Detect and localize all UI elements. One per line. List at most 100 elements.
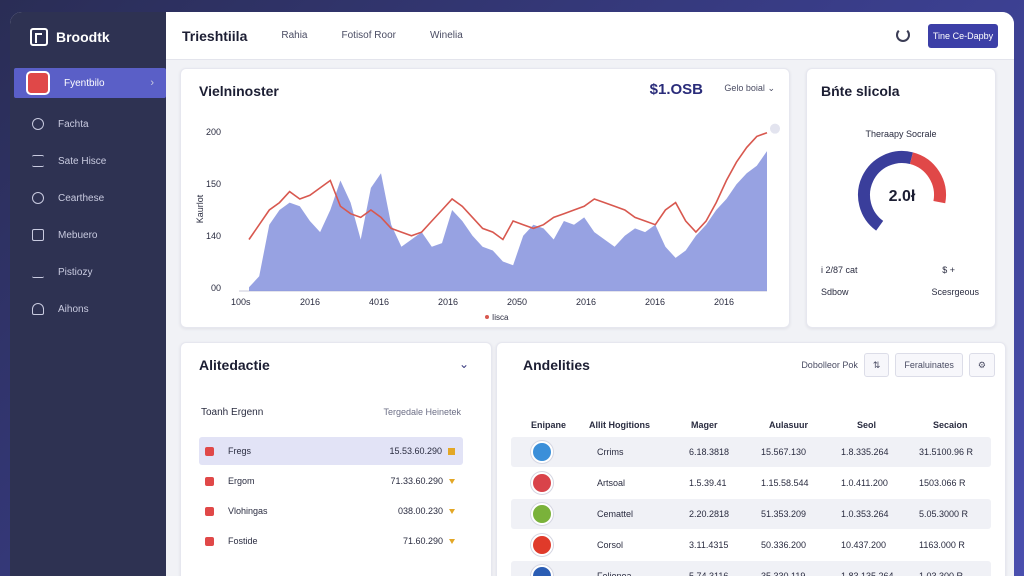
gear-icon: ⚙: [977, 359, 986, 370]
app-window: Broodtk Fyentbilo › Fachta Sate Hisce Ce…: [10, 12, 1014, 576]
allocation-header-right: Tergedale Heinetek: [383, 407, 461, 417]
allocation-card: Alitedactie ⌄ Toanh Ergenn Tergedale Hei…: [180, 342, 492, 576]
caret-down-icon: [449, 538, 455, 544]
page-title: Trieshtiila: [182, 27, 248, 44]
sidebar-item-label: Mebuero: [58, 229, 98, 241]
series-end-marker: [770, 123, 780, 134]
x-tick-label: 2016: [300, 297, 320, 307]
caret-down-icon: [449, 508, 455, 514]
sidebar-item[interactable]: Sate Hisce: [10, 143, 166, 179]
list-icon: [32, 155, 44, 167]
row-secaion: 1163.000 R: [919, 540, 965, 550]
inbox-icon: [32, 229, 44, 241]
x-tick-label: 100s: [231, 297, 251, 307]
y-tick-label: 200: [206, 127, 221, 137]
circle-icon: [32, 192, 44, 204]
y-tick-label: 00: [211, 283, 221, 293]
chevron-down-icon[interactable]: ⌄: [458, 357, 469, 371]
row-secaion: 5.05.3000 R: [919, 509, 969, 519]
app-icon: [26, 71, 50, 95]
filter-button[interactable]: Feraluinates: [895, 353, 963, 377]
item-value: 038.00.230: [397, 506, 443, 516]
chart-metric: $1.OSB: [649, 81, 703, 98]
brand[interactable]: Broodtk: [30, 28, 110, 46]
column-header[interactable]: Secaion: [933, 420, 968, 430]
sidebar-item[interactable]: Mebuero: [10, 217, 166, 253]
allocation-header: Toanh Ergenn Tergedale Heinetek: [201, 407, 461, 418]
row-aulasuur: 15.567.130: [761, 447, 807, 457]
sidebar-item-label: Pistiozy: [58, 266, 93, 278]
sidebar-item-active[interactable]: Fyentbilo ›: [14, 68, 166, 98]
activities-toolbar: Dobolleor Pok ⇅ Feraluinates ⚙: [801, 353, 995, 377]
primary-action-button[interactable]: Tine Ce-Dapby: [928, 24, 998, 48]
sidebar: Broodtk Fyentbilo › Fachta Sate Hisce Ce…: [10, 12, 166, 576]
logo-icon: [30, 28, 48, 46]
row-mager: 1.5.39.41: [689, 478, 727, 488]
table-row[interactable]: Cemattel 2.20.2818 51.353.209 1.0.353.264 5.…: [511, 499, 991, 529]
sidebar-item-label: Fachta: [58, 118, 89, 130]
area-chart: 200 150 140 00 Kaurlot 100s 2016 4016 2016 2050 20…: [195, 123, 780, 322]
column-header[interactable]: Seol: [857, 420, 877, 430]
row-seol: 10.437.200: [841, 540, 887, 550]
list-item[interactable]: Vlohingas 038.00.230: [199, 497, 463, 525]
row-name: Felionoa: [597, 571, 632, 576]
settings-button[interactable]: ⚙: [968, 353, 995, 377]
row-mager: 2.20.2818: [689, 509, 730, 519]
sidebar-item-label: Aihons: [58, 303, 89, 315]
row-seol: 1.0.353.264: [841, 509, 889, 519]
row-aulasuur: 1.15.58.544: [761, 478, 809, 488]
x-tick-label: 2016: [438, 297, 458, 307]
x-tick-label: 2016: [576, 297, 596, 307]
period-dropdown[interactable]: Gelo boial ⌄: [724, 83, 775, 94]
period-label: Gelo boial: [724, 83, 765, 93]
row-aulasuur: 51.353.209: [761, 509, 807, 519]
sidebar-item[interactable]: Fachta: [10, 106, 166, 142]
sidebar-item-label: Fyentbilo: [64, 77, 105, 89]
table-row[interactable]: Crrims 6.18.3818 15.567.130 1.8.335.264 31.5…: [511, 437, 991, 467]
sidebar-item[interactable]: Aihons: [10, 291, 166, 327]
y-tick-label: 150: [206, 179, 221, 189]
gauge-title: Bńte slicola: [821, 83, 900, 99]
row-name: Cemattel: [597, 509, 634, 519]
item-label: Ergom: [228, 476, 255, 486]
undo-icon: [32, 118, 44, 130]
column-header[interactable]: Allit Hogitions: [589, 420, 650, 430]
sidebar-item[interactable]: Pistiozy: [10, 254, 166, 290]
item-icon: [205, 446, 214, 456]
tool-icon: [32, 266, 44, 278]
column-header[interactable]: Mager: [691, 420, 718, 430]
column-header[interactable]: Aulasuur: [769, 420, 809, 430]
sort-button[interactable]: ⇅: [863, 353, 890, 377]
allocation-title: Alitedactie: [199, 357, 270, 373]
sidebar-nav: Fyentbilo › Fachta Sate Hisce Cearthese …: [10, 68, 166, 328]
table-row[interactable]: Corsol 3.11.4315 50.336.200 10.437.200 1163.…: [511, 530, 991, 560]
gauge-chart: 2.0ł: [858, 151, 946, 231]
table-row[interactable]: Felionoa 5.74.3116 35.330.119 1.83.135.264 1…: [511, 561, 991, 576]
tab-1[interactable]: Rahia: [281, 30, 308, 41]
list-item[interactable]: Fregs 15.53.60.290: [199, 437, 463, 465]
item-label: Vlohingas: [228, 506, 268, 516]
tab-3[interactable]: Winelia: [429, 30, 463, 41]
avatar: [531, 441, 553, 463]
row-seol: 1.8.335.264: [841, 447, 889, 457]
row-secaion: 1503.066 R: [919, 478, 966, 488]
gauge-arc-accent: [909, 152, 946, 204]
gauge-subtitle: Theraapy Socrale: [865, 129, 937, 139]
list-item[interactable]: Ergom 71.33.60.290: [199, 467, 463, 495]
item-value: 71.33.60.290: [390, 476, 443, 486]
legend-label: Iisca: [492, 313, 509, 322]
refresh-icon[interactable]: [896, 28, 910, 42]
row-aulasuur: 35.330.119: [761, 571, 806, 576]
sidebar-item[interactable]: Cearthese: [10, 180, 166, 216]
item-value: 15.53.60.290: [389, 446, 442, 456]
column-header[interactable]: Enipane: [531, 420, 567, 430]
row-seol: 1.0.411.200: [841, 478, 888, 488]
row-name: Corsol: [597, 540, 624, 550]
row-aulasuur: 50.336.200: [761, 540, 807, 550]
avatar: [531, 472, 553, 494]
item-label: Fostide: [228, 536, 258, 546]
list-item[interactable]: Fostide 71.60.290: [199, 527, 463, 555]
tab-2[interactable]: Fotisof Roor: [341, 30, 396, 41]
table-header: Enipane Allit Hogitions Mager Aulasuur S…: [497, 417, 1005, 433]
table-row[interactable]: Artsoal 1.5.39.41 1.15.58.544 1.0.411.200 15…: [511, 468, 991, 498]
